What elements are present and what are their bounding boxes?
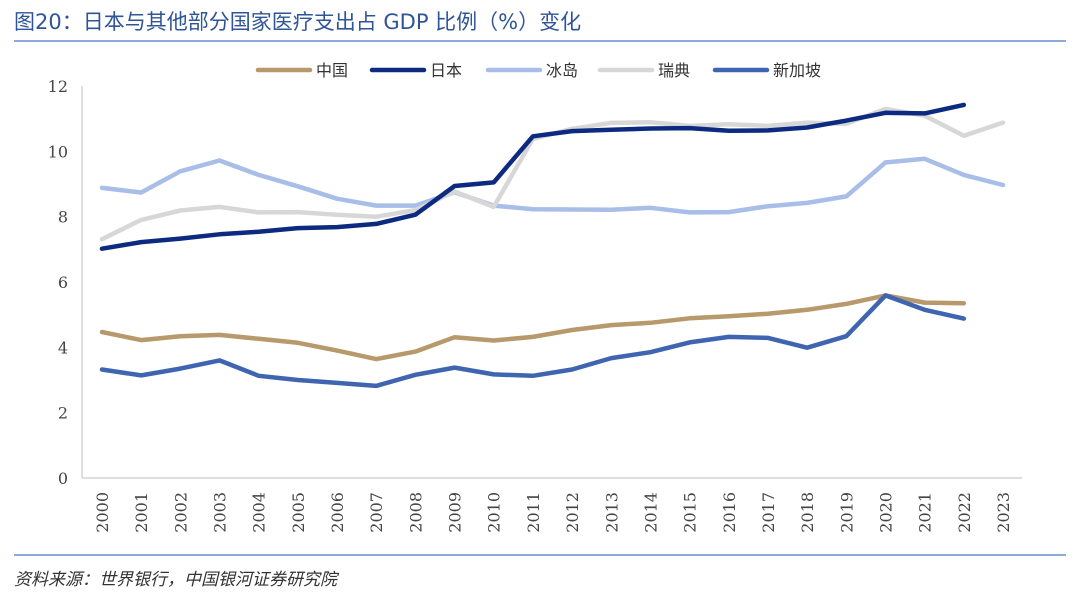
source-note: 资料来源：世界银行，中国银河证券研究院 bbox=[14, 570, 337, 590]
x-tick-label: 2004 bbox=[250, 492, 269, 533]
y-tick-label: 8 bbox=[58, 208, 68, 227]
x-tick-label: 2019 bbox=[837, 492, 856, 533]
x-tick-label: 2011 bbox=[524, 492, 543, 533]
footer-divider bbox=[14, 554, 1066, 556]
x-tick-label: 2000 bbox=[93, 492, 112, 533]
y-tick-label: 2 bbox=[58, 404, 68, 423]
x-tick-label: 2003 bbox=[211, 492, 230, 533]
x-tick-label: 2012 bbox=[563, 492, 582, 533]
series-line-新加坡 bbox=[99, 293, 967, 389]
x-tick-label: 2021 bbox=[916, 492, 935, 533]
x-tick-label: 2023 bbox=[994, 492, 1013, 533]
title-divider bbox=[14, 40, 1066, 42]
x-tick-label: 2018 bbox=[798, 492, 817, 533]
y-tick-label: 6 bbox=[58, 273, 68, 292]
y-tick-label: 4 bbox=[58, 338, 68, 357]
x-tick-label: 2016 bbox=[720, 492, 739, 533]
legend-label: 中国 bbox=[316, 61, 348, 80]
x-tick-label: 2022 bbox=[955, 492, 974, 533]
series-line-冰岛 bbox=[99, 156, 1006, 215]
x-tick-label: 2001 bbox=[132, 492, 151, 533]
y-tick-label: 12 bbox=[48, 77, 68, 96]
x-tick-label: 2008 bbox=[406, 492, 425, 533]
legend: 中国 日本 冰岛 瑞典 新加坡 bbox=[255, 61, 821, 80]
series-lines bbox=[99, 102, 1006, 389]
y-tick-label: 10 bbox=[48, 142, 68, 161]
x-tick-label: 2007 bbox=[367, 492, 386, 533]
legend-label: 瑞典 bbox=[658, 61, 690, 80]
x-tick-label: 2014 bbox=[641, 492, 660, 533]
x-tick-label: 2006 bbox=[328, 492, 347, 533]
y-tick-label: 0 bbox=[58, 469, 68, 488]
x-tick-label: 2017 bbox=[759, 492, 778, 533]
series-line-中国 bbox=[99, 293, 967, 362]
legend-label: 冰岛 bbox=[546, 61, 578, 80]
x-tick-label: 2010 bbox=[485, 492, 504, 533]
axes: 0 2 4 6 8 10 12 2000 2001 2002 2003 2004 2005 2006 200… bbox=[48, 77, 1022, 533]
series-line-日本 bbox=[99, 102, 967, 251]
x-tick-label: 2013 bbox=[602, 492, 621, 533]
x-tick-label: 2020 bbox=[876, 492, 895, 533]
x-tick-label: 2009 bbox=[446, 492, 465, 533]
legend-label: 日本 bbox=[430, 61, 462, 80]
x-tick-label: 2002 bbox=[171, 492, 190, 533]
x-tick-label: 2005 bbox=[289, 492, 308, 533]
series-line-瑞典 bbox=[99, 106, 1006, 242]
x-tick-label: 2015 bbox=[681, 492, 700, 533]
legend-label: 新加坡 bbox=[773, 61, 821, 80]
chart-title: 图20：日本与其他部分国家医疗支出占 GDP 比例（%）变化 bbox=[14, 10, 582, 34]
